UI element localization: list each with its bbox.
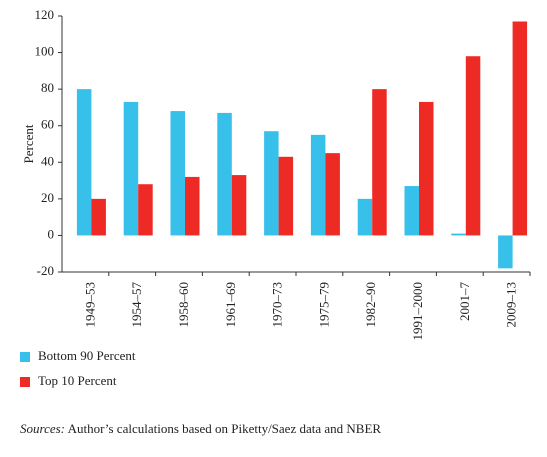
x-tick-label: 1961–69 [223, 282, 238, 328]
x-tick-label: 1975–79 [316, 282, 331, 328]
y-tick-label: 80 [41, 80, 54, 95]
bar [170, 111, 185, 236]
legend-label: Top 10 Percent [38, 373, 117, 388]
bar [325, 153, 340, 236]
bar [278, 156, 294, 236]
bar [138, 184, 153, 236]
x-tick-label: 1958–60 [176, 282, 191, 328]
bar [76, 89, 92, 236]
bar [310, 134, 326, 236]
bar [451, 233, 466, 236]
legend-label: Bottom 90 Percent [38, 348, 136, 363]
source-text: Author’s calculations based on Piketty/S… [68, 421, 382, 436]
bar [498, 235, 513, 269]
y-tick-label: -20 [37, 263, 54, 278]
bar [231, 175, 247, 236]
x-tick-label: 1991–2000 [410, 282, 425, 341]
bar [512, 21, 528, 236]
bar [419, 101, 434, 236]
legend-swatch [20, 352, 30, 362]
x-tick-label: 1954–57 [129, 282, 144, 328]
y-tick-label: 20 [41, 190, 54, 205]
bar [185, 176, 200, 236]
bar [465, 56, 481, 236]
y-tick-label: 40 [41, 153, 54, 168]
source-prefix: Sources: [20, 421, 65, 436]
bar [357, 198, 373, 236]
bar [217, 112, 232, 236]
y-tick-label: 0 [48, 226, 55, 241]
bar [91, 198, 106, 236]
y-axis-label: Percent [21, 124, 36, 163]
x-tick-label: 1970–73 [270, 282, 285, 328]
y-tick-label: 60 [41, 117, 54, 132]
bar [372, 89, 387, 236]
x-tick-label: 1949–53 [82, 282, 97, 328]
y-tick-label: 100 [35, 44, 55, 59]
source-note: Sources: Author’s calculations based on … [20, 421, 381, 436]
x-tick-label: 2001–7 [457, 282, 472, 322]
bar [404, 186, 419, 236]
x-tick-label: 1982–90 [363, 282, 378, 328]
x-tick-label: 2009–13 [504, 282, 519, 328]
bar [123, 101, 139, 236]
y-tick-label: 120 [35, 7, 55, 22]
legend-swatch [20, 377, 30, 387]
bar [264, 131, 279, 236]
